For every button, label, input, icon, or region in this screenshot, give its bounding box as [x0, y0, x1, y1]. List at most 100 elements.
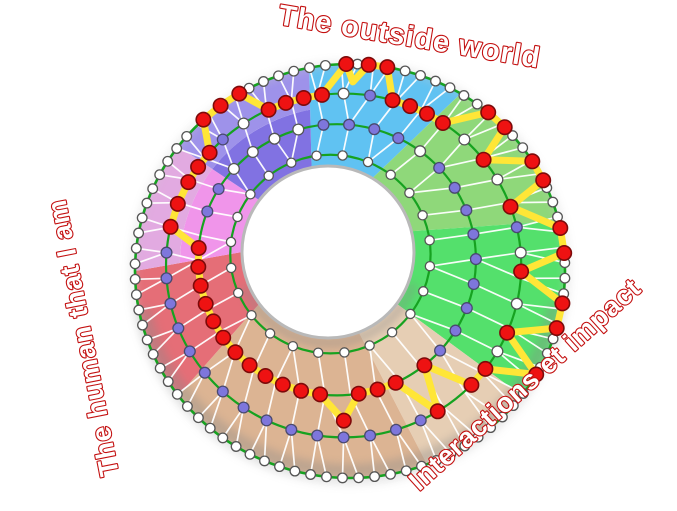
grid-node: [312, 347, 324, 358]
grid-node: [386, 327, 398, 338]
profile-node: [192, 277, 209, 294]
profile-node: [387, 374, 404, 391]
grid-node: [130, 289, 142, 301]
grid-node: [259, 455, 270, 467]
grid-node: [147, 183, 159, 195]
profile-node: [434, 115, 451, 132]
grid-node: [237, 401, 250, 414]
grid-node: [160, 246, 173, 259]
profile-node: [554, 295, 571, 312]
grid-node: [244, 448, 256, 460]
profile-node: [241, 357, 258, 374]
grid-node: [444, 82, 456, 94]
grid-node: [424, 260, 436, 272]
grid-node: [430, 75, 441, 87]
grid-node: [399, 65, 411, 77]
profile-node: [463, 376, 480, 393]
profile-node: [257, 367, 274, 384]
grid-node: [405, 308, 416, 320]
grid-node: [414, 145, 427, 158]
profile-node: [274, 376, 291, 393]
profile-node: [535, 172, 552, 189]
grid-node: [368, 123, 381, 136]
profile-node: [190, 158, 207, 175]
grid-node: [514, 246, 527, 259]
grid-node: [343, 118, 356, 131]
grid-node: [460, 204, 473, 217]
grid-node: [260, 414, 273, 427]
grid-node: [458, 90, 470, 101]
grid-node: [417, 210, 428, 221]
grid-node: [289, 465, 301, 477]
profile-node: [418, 105, 435, 122]
grid-node: [400, 465, 412, 477]
profile-node: [190, 258, 207, 275]
grid-node: [491, 345, 504, 358]
grid-node: [237, 117, 250, 130]
profile-node: [475, 151, 492, 168]
grid-node: [172, 322, 185, 335]
grid-node: [147, 348, 159, 360]
grid-node: [469, 253, 482, 266]
grid-node: [337, 150, 348, 161]
grid-node: [337, 472, 348, 484]
grid-node: [154, 362, 166, 374]
grid-node: [507, 130, 519, 142]
profile-node: [477, 360, 494, 377]
grid-node: [392, 132, 405, 145]
grid-node: [225, 236, 237, 248]
profile-node: [360, 56, 377, 73]
grid-node: [339, 347, 350, 358]
grid-node: [216, 385, 229, 398]
profile-node: [528, 366, 545, 383]
grid-node: [415, 69, 426, 81]
profile-node: [277, 94, 294, 111]
profile-node: [379, 59, 396, 76]
grid-node: [154, 169, 166, 181]
grid-node: [311, 150, 322, 161]
grid-node: [369, 471, 381, 483]
grid-node: [181, 130, 193, 142]
grid-node: [311, 429, 324, 442]
profile-node: [212, 97, 229, 114]
profile-node: [195, 111, 212, 128]
grid-node: [491, 173, 504, 186]
grid-node: [445, 448, 457, 460]
grid-node: [424, 235, 435, 246]
grid-node: [162, 376, 174, 388]
grid-node: [353, 472, 365, 484]
profile-node: [335, 412, 352, 429]
grid-node: [245, 189, 256, 200]
label-the-outside-world: The outside world: [276, 0, 543, 75]
grid-node: [404, 187, 415, 199]
level-ring-0: [229, 153, 432, 355]
profile-node: [502, 198, 519, 215]
profile-node: [369, 381, 386, 398]
profile-node: [429, 403, 446, 420]
profile-nodes: [162, 55, 573, 429]
grid-node: [192, 412, 204, 424]
grid-node: [449, 324, 462, 337]
grid-node: [225, 262, 237, 274]
grid-node: [212, 182, 225, 196]
grid-node: [321, 471, 332, 483]
grid-node: [258, 76, 269, 87]
profile-node: [350, 385, 367, 402]
grid-node: [274, 461, 285, 473]
profile-node: [556, 245, 573, 262]
profile-node: [496, 119, 513, 136]
grid-node: [364, 429, 377, 442]
grid-node: [364, 340, 375, 351]
profile-node: [231, 85, 248, 102]
grid-node: [416, 460, 427, 472]
grid-node: [485, 422, 497, 434]
grid-node: [264, 328, 276, 339]
grid-node: [230, 441, 242, 452]
grid-nodes: [129, 58, 571, 484]
profile-node: [201, 144, 218, 161]
hole-bottom-shadow: [241, 282, 418, 347]
profile-node: [293, 382, 310, 399]
grid-node: [458, 133, 471, 146]
